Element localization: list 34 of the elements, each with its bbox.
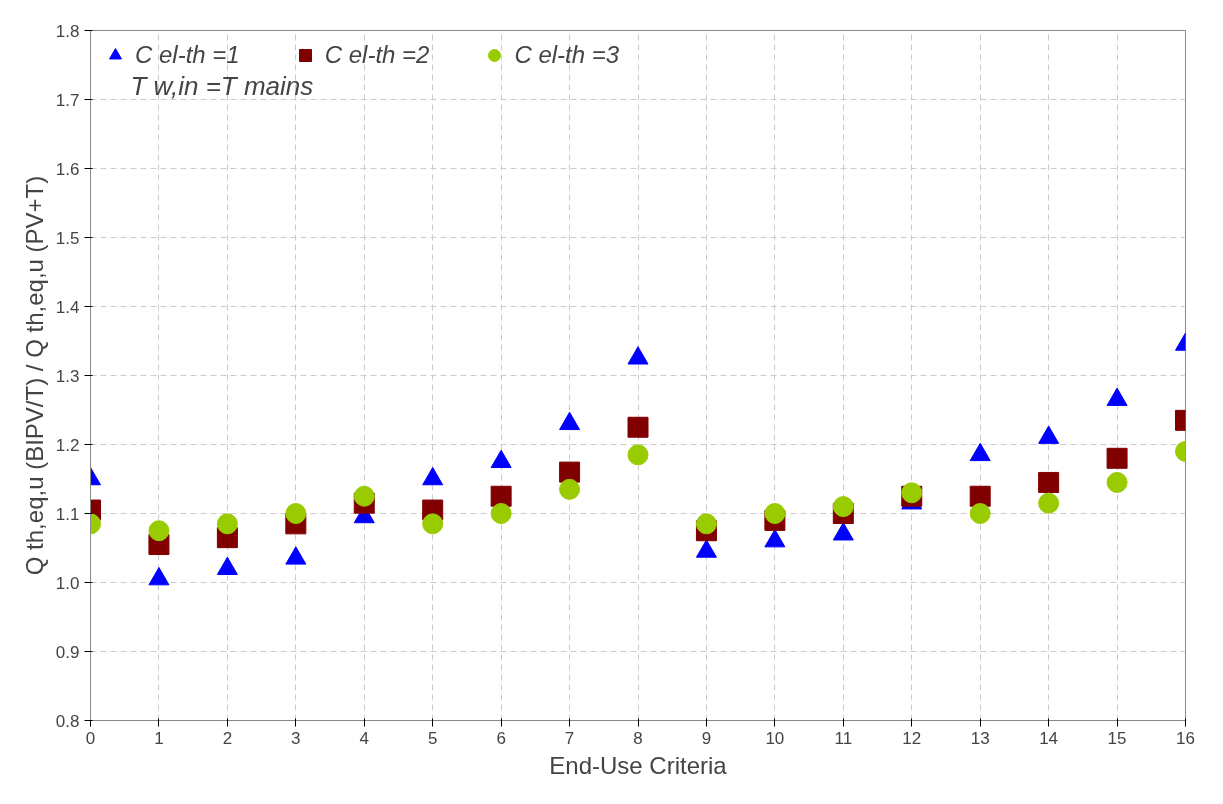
y-tick-label: 1.5 xyxy=(55,228,80,248)
y-axis-title: Q th,eq,u (BIPV/T) / Q th,eq,u (PV+T) xyxy=(20,175,48,576)
y-tick-label: 1.8 xyxy=(55,21,80,41)
x-tick-label: 2 xyxy=(222,728,233,748)
x-tick-label: 7 xyxy=(564,728,575,748)
x-tick-label: 3 xyxy=(291,728,301,748)
x-tick-label: 12 xyxy=(902,728,922,748)
x-tick-label: 10 xyxy=(765,728,785,748)
y-tick-label: 1.2 xyxy=(55,435,80,455)
x-tick-label: 4 xyxy=(359,728,369,748)
x-tick-label: 0 xyxy=(85,728,96,748)
y-tick-label: 1.0 xyxy=(55,573,80,593)
y-tick-label: 1.7 xyxy=(55,90,80,110)
x-tick-label: 5 xyxy=(427,728,438,748)
x-tick-label: 16 xyxy=(1176,728,1195,748)
x-tick-label: 13 xyxy=(970,728,990,748)
y-tick-label: 1.3 xyxy=(55,366,80,386)
y-tick-label: 0.8 xyxy=(55,711,80,731)
legend-label: C el-th =3 xyxy=(514,41,620,69)
y-tick-label: 1.1 xyxy=(55,504,80,524)
y-tick-label: 1.6 xyxy=(55,159,80,179)
x-axis-title: End-Use Criteria xyxy=(549,751,728,779)
x-tick-label: 14 xyxy=(1039,728,1059,748)
y-tick-label: 1.4 xyxy=(55,297,80,317)
x-tick-label: 15 xyxy=(1107,728,1127,748)
x-tick-label: 9 xyxy=(701,728,712,748)
y-tick-label: 0.9 xyxy=(55,642,80,662)
legend-label: C el-th =1 xyxy=(135,41,240,69)
annotation: T w,in =T mains xyxy=(130,70,314,101)
x-tick-label: 6 xyxy=(496,728,506,748)
x-tick-label: 11 xyxy=(834,728,853,748)
legend-label: C el-th =2 xyxy=(324,41,430,69)
x-tick-label: 1 xyxy=(154,728,164,748)
x-tick-label: 8 xyxy=(633,728,643,748)
